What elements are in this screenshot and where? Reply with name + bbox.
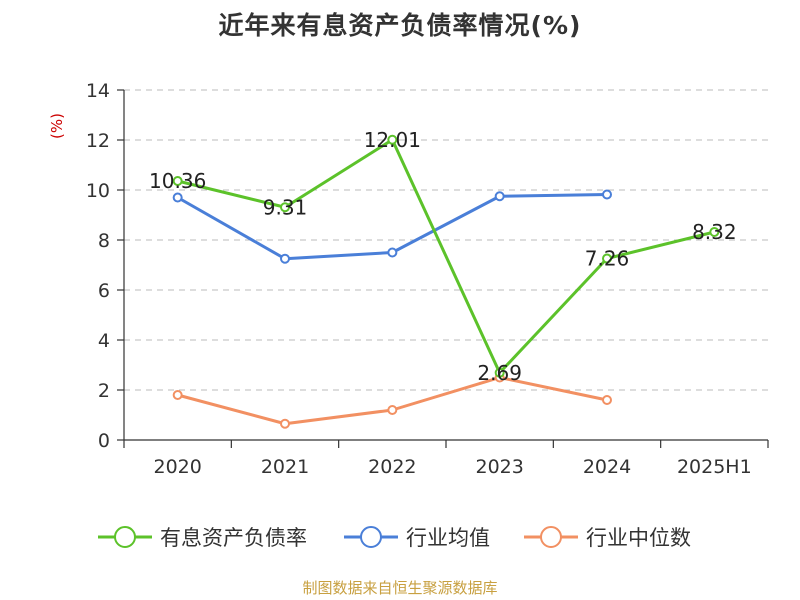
data-point bbox=[280, 253, 290, 264]
legend-item[interactable]: 行业均值 bbox=[344, 526, 490, 550]
data-label: 12.01 bbox=[364, 128, 421, 152]
data-label: 9.31 bbox=[263, 195, 308, 219]
x-tick-label: 2023 bbox=[475, 456, 523, 478]
data-point bbox=[172, 176, 183, 186]
chart-title: 近年来有息资产负债率情况(%) bbox=[218, 11, 582, 40]
x-tick-label: 2021 bbox=[261, 456, 309, 478]
data-point bbox=[387, 134, 398, 145]
series-line bbox=[177, 376, 608, 426]
data-point bbox=[494, 191, 505, 202]
y-tick-label: 14 bbox=[86, 80, 110, 102]
x-tick-label: 2025H1 bbox=[677, 456, 752, 478]
y-axis-unit-label: (%) bbox=[48, 113, 66, 139]
legend-circle-symbol bbox=[360, 526, 382, 548]
legend-circle-symbol bbox=[114, 526, 136, 548]
data-point bbox=[280, 418, 290, 429]
data-label: 2.69 bbox=[477, 361, 522, 385]
x-tick-label: 2022 bbox=[368, 456, 416, 478]
legend-label: 行业均值 bbox=[406, 526, 490, 550]
data-point bbox=[602, 189, 612, 200]
series-group bbox=[172, 134, 720, 429]
series-line bbox=[177, 138, 715, 375]
data-point bbox=[387, 247, 398, 258]
legend-label: 有息资产负债率 bbox=[160, 526, 307, 550]
legend-item[interactable]: 有息资产负债率 bbox=[98, 526, 307, 550]
y-tick-label: 2 bbox=[98, 380, 110, 402]
y-tick-label: 4 bbox=[98, 330, 110, 352]
grid-lines bbox=[124, 89, 768, 391]
data-label: 7.26 bbox=[585, 247, 630, 271]
data-point bbox=[280, 202, 290, 213]
y-tick-label: 10 bbox=[86, 180, 110, 202]
y-tick-label: 0 bbox=[98, 430, 110, 452]
y-tick-label: 8 bbox=[98, 230, 110, 252]
source-note: 制图数据来自恒生聚源数据库 bbox=[302, 579, 498, 597]
data-point bbox=[172, 192, 183, 203]
x-tick-label: 2020 bbox=[153, 456, 201, 478]
legend-circle-symbol bbox=[540, 526, 562, 548]
data-label: 8.32 bbox=[692, 220, 737, 244]
data-labels: 10.36 9.31 12.01 2.69 7.26 8.32 bbox=[149, 128, 737, 385]
data-point bbox=[709, 227, 720, 237]
legend[interactable]: 有息资产负债率 行业均值 行业中位数 bbox=[98, 526, 691, 550]
data-point bbox=[172, 390, 183, 400]
y-tick-label: 6 bbox=[98, 280, 110, 302]
legend-label: 行业中位数 bbox=[586, 526, 691, 550]
y-tick-label: 12 bbox=[86, 130, 110, 152]
legend-item[interactable]: 行业中位数 bbox=[524, 526, 691, 550]
data-point bbox=[602, 253, 612, 264]
x-tick-label: 2024 bbox=[583, 456, 631, 478]
data-point bbox=[602, 395, 612, 405]
data-label: 10.36 bbox=[149, 169, 206, 193]
axes: 0 2 4 6 8 10 12 14 2020 2021 2022 2023 2024 2025H1 bbox=[86, 80, 769, 478]
data-point bbox=[494, 367, 505, 378]
data-point bbox=[387, 405, 398, 415]
